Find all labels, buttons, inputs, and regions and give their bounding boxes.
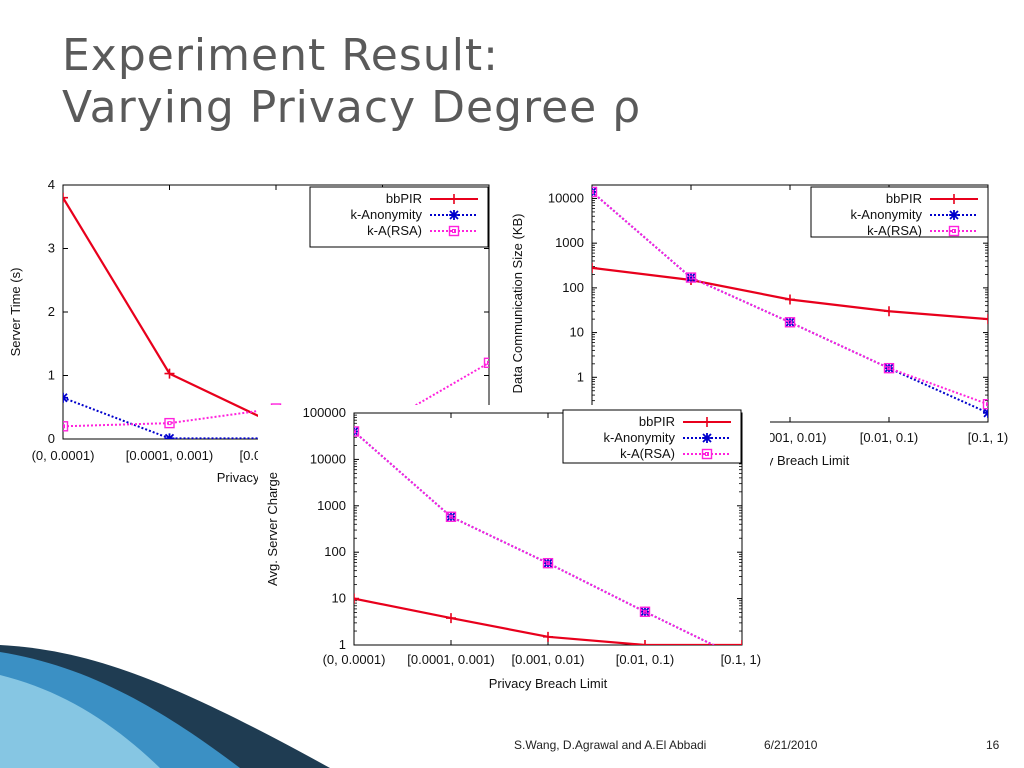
legend-label-bbpir: bbPIR: [639, 414, 675, 429]
x-tick-label-4: [0.1, 1): [721, 652, 761, 667]
legend-marker-k-anonymity: [949, 210, 959, 220]
series-k-a-rsa: [592, 186, 988, 410]
series-bbpir: [592, 262, 988, 325]
legend-box: [309, 186, 489, 248]
avg-server-charge-chart: 1 10 100 1000 10000 100000 (0, 0.0001) [0.0001,…: [258, 405, 770, 700]
series-line-k-anonymity: [592, 191, 988, 414]
point-k-a-rsa-4: [483, 357, 489, 369]
footer-authors: S.Wang, D.Agrawal and A.El Abbadi: [514, 738, 707, 752]
y-axis-label: Data Communication Size (KB): [510, 214, 525, 394]
series-k-a-rsa: [354, 426, 716, 645]
y-tick-label: 1: [577, 369, 584, 384]
legend-marker-bbpir: [449, 194, 459, 204]
legend-marker-k-anonymity: [449, 210, 459, 220]
y-axis-label: Avg. Server Charge: [265, 472, 280, 586]
y-tick-label: 10000: [548, 190, 584, 205]
point-k-a-rsa-0: [63, 421, 69, 432]
legend-marker-k-a-rsa: [701, 448, 713, 460]
x-axis-ticks: (0, 0.0001) [0.0001, 0.001) [0.001, 0.01) […: [323, 413, 761, 667]
legend-label-k-anonymity: k-Anonymity: [603, 430, 675, 445]
y-axis-ticks: 0 1 2 3 4: [48, 177, 489, 446]
point-bbpir-0: [592, 262, 597, 273]
legend-marker-k-anonymity: [702, 433, 712, 443]
point-k-a-rsa-1: [164, 417, 175, 429]
point-bbpir-4: [983, 314, 988, 325]
y-tick-label: 100000: [303, 405, 346, 420]
slide-title-line-2: Varying Privacy Degree ρ: [62, 82, 642, 133]
point-bbpir-3: [884, 306, 894, 317]
footer-date: 6/21/2010: [764, 738, 818, 752]
point-bbpir-0: [63, 192, 68, 203]
y-tick-label: 1: [339, 637, 346, 652]
x-tick-label-4: [0.1, 1): [968, 430, 1008, 445]
y-tick-label: 1000: [555, 235, 584, 250]
x-tick-label-0: (0, 0.0001): [323, 652, 386, 667]
legend-label-k-a-rsa: k-A(RSA): [620, 446, 675, 461]
point-k-anonymity-2: [785, 317, 795, 328]
point-k-a-rsa-2: [542, 557, 554, 569]
y-tick-label: 1: [48, 368, 55, 383]
legend-marker-bbpir: [702, 417, 712, 427]
x-tick-label-3: [0.01, 0.1): [860, 430, 919, 445]
y-tick-label: 1000: [317, 498, 346, 513]
y-tick-label: 0: [48, 431, 55, 446]
x-axis-label: Privacy Breach Limit: [489, 676, 608, 691]
slide-title-line-1: Experiment Result:: [62, 30, 499, 81]
legend-marker-k-a-rsa: [948, 225, 960, 237]
point-k-a-rsa-3: [883, 362, 895, 374]
y-tick-label: 100: [324, 544, 346, 559]
legend-label-bbpir: bbPIR: [886, 191, 922, 206]
point-k-a-rsa-1: [685, 272, 697, 283]
y-tick-label: 4: [48, 177, 55, 192]
y-axis-label: Server Time (s): [8, 268, 23, 357]
x-tick-label-0: (0, 0.0001): [32, 448, 95, 463]
series-bbpir: [354, 593, 742, 645]
legend-label-bbpir: bbPIR: [386, 191, 422, 206]
point-k-a-rsa-1: [445, 511, 457, 522]
legend-label-k-a-rsa: k-A(RSA): [867, 223, 922, 238]
legend-marker-k-a-rsa: [448, 225, 460, 237]
legend-label-k-a-rsa: k-A(RSA): [367, 223, 422, 238]
point-bbpir-0: [354, 593, 359, 604]
footer-page-number: 16: [986, 738, 1000, 752]
point-bbpir-1: [446, 613, 456, 624]
x-tick-label-2: [0.001, 0.01): [754, 430, 827, 445]
point-k-a-rsa-4: [982, 399, 988, 410]
point-k-a-rsa-0: [354, 426, 360, 437]
point-bbpir-1: [164, 368, 175, 379]
point-bbpir-3: [640, 640, 650, 645]
legend-label-k-anonymity: k-Anonymity: [850, 207, 922, 222]
y-tick-label: 2: [48, 304, 55, 319]
chart-svg-2: 1 10 100 1000 10000 100000 (0, 0.0001) [0.0001,…: [258, 405, 770, 700]
x-tick-label-1: [0.0001, 0.001): [126, 448, 213, 463]
slide-title: Experiment Result: Varying Privacy Degre…: [62, 30, 641, 134]
point-k-a-rsa-2: [784, 317, 796, 328]
legend-label-k-anonymity: k-Anonymity: [350, 207, 422, 222]
series-line-k-a-rsa: [354, 430, 716, 645]
x-tick-label-3: [0.01, 0.1): [616, 652, 675, 667]
point-k-anonymity-1: [686, 272, 696, 283]
point-k-anonymity-1: [164, 433, 175, 439]
y-tick-label: 3: [48, 241, 55, 256]
point-bbpir-2: [785, 294, 795, 305]
y-tick-label: 10000: [310, 451, 346, 466]
x-tick-label-1: [0.0001, 0.001): [407, 652, 494, 667]
point-bbpir-2: [543, 631, 553, 642]
y-tick-label: 10: [570, 325, 584, 340]
point-k-a-rsa-3: [639, 606, 651, 617]
x-tick-label-2: [0.001, 0.01): [512, 652, 585, 667]
legend-marker-bbpir: [949, 194, 959, 204]
y-tick-label: 10: [332, 591, 346, 606]
y-tick-label: 100: [562, 280, 584, 295]
point-k-a-rsa-0: [592, 186, 598, 198]
decorative-swoosh-light: [0, 675, 160, 768]
